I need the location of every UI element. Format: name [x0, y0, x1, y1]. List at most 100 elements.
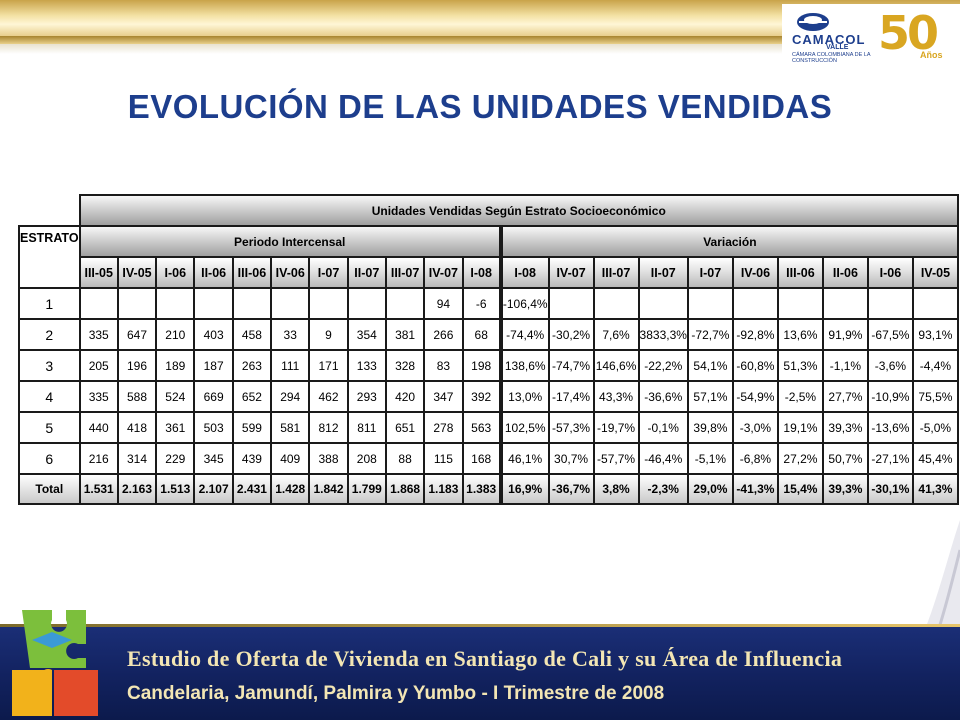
cell-variacion — [592, 287, 640, 320]
puzzle-logo-icon — [12, 610, 98, 716]
col-header-periodo: IV-07 — [423, 256, 464, 289]
cell-variacion: -46,4% — [637, 442, 689, 475]
cell-periodo: 409 — [270, 442, 311, 475]
col-header-variacion: II-07 — [637, 256, 689, 289]
col-header-variacion: I-08 — [498, 256, 550, 289]
total-variacion: 3,8% — [592, 473, 640, 505]
cell-variacion: -36,6% — [637, 380, 689, 413]
cell-periodo: 458 — [231, 318, 273, 351]
cell-variacion: 39,8% — [686, 411, 734, 444]
cell-periodo: 210 — [155, 318, 196, 351]
total-periodo: 1.842 — [308, 473, 349, 505]
footer-banner — [0, 624, 960, 720]
cell-periodo: 111 — [270, 349, 311, 382]
cell-periodo: 278 — [423, 411, 464, 444]
cell-variacion: 27,7% — [821, 380, 869, 413]
table-row: 1 94 -6 -106,4% — [18, 287, 959, 320]
total-periodo: 1.383 — [461, 473, 502, 505]
cell-variacion: -2,5% — [776, 380, 824, 413]
cell-periodo: 420 — [384, 380, 426, 413]
cell-variacion: -30,2% — [547, 318, 595, 351]
cell-periodo: 462 — [308, 380, 349, 413]
col-header-periodo: IV-05 — [116, 256, 158, 289]
cell-periodo: 503 — [193, 411, 234, 444]
cell-periodo: 652 — [231, 380, 273, 413]
cell-periodo: 216 — [78, 442, 119, 475]
cell-variacion: 13,6% — [776, 318, 824, 351]
cell-variacion: -57,3% — [547, 411, 595, 444]
total-periodo: 2.163 — [116, 473, 158, 505]
cell-periodo — [270, 287, 311, 320]
cell-variacion: -57,7% — [592, 442, 640, 475]
total-periodo: 2.107 — [193, 473, 234, 505]
top-fade — [0, 44, 960, 54]
cell-periodo: 388 — [308, 442, 349, 475]
cell-variacion: 91,9% — [821, 318, 869, 351]
footer-subtitle: Candelaria, Jamundí, Palmira y Yumbo - I… — [127, 683, 665, 704]
estrato-label: 2 — [18, 318, 81, 351]
cell-periodo: 335 — [78, 380, 119, 413]
col-header-periodo: III-07 — [384, 256, 426, 289]
total-periodo: 1.531 — [78, 473, 119, 505]
cell-periodo: 263 — [231, 349, 273, 382]
cell-variacion — [911, 287, 959, 320]
cell-variacion: 102,5% — [498, 411, 550, 444]
cell-periodo — [346, 287, 387, 320]
col-header-variacion: II-06 — [821, 256, 869, 289]
col-header-variacion: IV-05 — [911, 256, 959, 289]
cell-variacion: -10,9% — [866, 380, 914, 413]
col-header-variacion: IV-07 — [547, 256, 595, 289]
total-periodo: 1.183 — [423, 473, 464, 505]
total-variacion: 29,0% — [686, 473, 734, 505]
cell-periodo — [116, 287, 158, 320]
cell-variacion: -74,4% — [498, 318, 550, 351]
cell-variacion: 54,1% — [686, 349, 734, 382]
cell-periodo: 168 — [461, 442, 502, 475]
cell-variacion: 27,2% — [776, 442, 824, 475]
cell-periodo: 133 — [346, 349, 387, 382]
col-header-periodo: I-07 — [308, 256, 349, 289]
logo-name: CAMACOL — [792, 32, 866, 47]
col-header-periodo: IV-06 — [270, 256, 311, 289]
anniversary-label: Años — [920, 50, 943, 60]
estrato-header: ESTRATO — [18, 225, 81, 289]
cell-periodo: 115 — [423, 442, 464, 475]
cell-periodo: 403 — [193, 318, 234, 351]
cell-periodo: 189 — [155, 349, 196, 382]
cell-periodo: 314 — [116, 442, 158, 475]
cell-periodo: 293 — [346, 380, 387, 413]
cell-variacion: -74,7% — [547, 349, 595, 382]
estrato-label: 1 — [18, 287, 81, 320]
cell-variacion: -92,8% — [731, 318, 779, 351]
cell-variacion — [731, 287, 779, 320]
total-variacion: 39,3% — [821, 473, 869, 505]
cell-periodo: 68 — [461, 318, 502, 351]
cell-variacion: 138,6% — [498, 349, 550, 382]
total-variacion: -2,3% — [637, 473, 689, 505]
total-periodo: 1.513 — [155, 473, 196, 505]
table-caption: Unidades Vendidas Según Estrato Socioeco… — [78, 194, 959, 227]
cell-periodo: 588 — [116, 380, 158, 413]
cell-variacion: -106,4% — [498, 287, 550, 320]
cell-variacion: -5,1% — [686, 442, 734, 475]
cell-periodo: 647 — [116, 318, 158, 351]
cell-variacion: -60,8% — [731, 349, 779, 382]
page-title: EVOLUCIÓN DE LAS UNIDADES VENDIDAS — [127, 88, 833, 125]
cell-periodo — [308, 287, 349, 320]
total-variacion: 41,3% — [911, 473, 959, 505]
total-variacion: 15,4% — [776, 473, 824, 505]
cell-periodo: 208 — [346, 442, 387, 475]
cell-variacion: 75,5% — [911, 380, 959, 413]
col-header-variacion: I-06 — [866, 256, 914, 289]
cell-periodo: 418 — [116, 411, 158, 444]
col-header-periodo: III-06 — [231, 256, 273, 289]
cell-variacion: 7,6% — [592, 318, 640, 351]
cell-variacion: 39,3% — [821, 411, 869, 444]
cell-variacion: -5,0% — [911, 411, 959, 444]
cell-periodo: 347 — [423, 380, 464, 413]
cell-variacion: 51,3% — [776, 349, 824, 382]
total-label: Total — [18, 473, 81, 505]
col-header-periodo: II-07 — [346, 256, 387, 289]
cell-variacion: 3833,3% — [637, 318, 689, 351]
col-header-variacion: III-06 — [776, 256, 824, 289]
